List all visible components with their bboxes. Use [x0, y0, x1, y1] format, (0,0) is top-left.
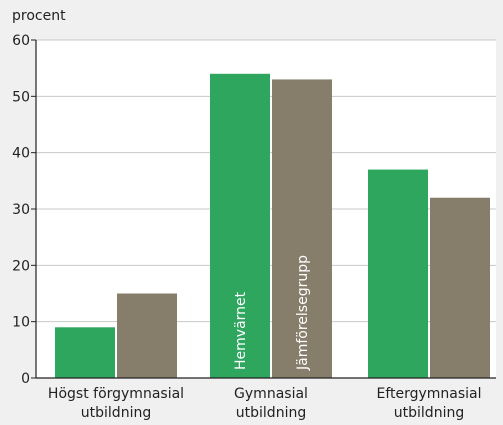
y-tick-label: 40 — [12, 146, 30, 162]
x-category-label: utbildning — [236, 405, 306, 421]
bar-jamforelsegrupp — [430, 197, 490, 378]
bar-hemvarnet — [55, 327, 115, 378]
x-category-label: utbildning — [81, 405, 151, 421]
y-tick-label: 60 — [12, 33, 30, 49]
x-category-label: Högst förgymnasial — [48, 386, 184, 402]
y-tick-label: 30 — [12, 202, 30, 218]
y-tick-label: 50 — [12, 89, 30, 105]
y-tick-label: 0 — [21, 371, 30, 387]
y-axis-unit-label: procent — [12, 8, 66, 24]
x-category-label: Gymnasial — [234, 386, 308, 402]
bar-jamforelsegrupp — [272, 79, 332, 378]
bar-hemvarnet — [210, 73, 270, 379]
bar-hemvarnet — [368, 169, 428, 378]
x-category-label: utbildning — [394, 405, 464, 421]
x-category-label: Eftergymnasial — [376, 386, 481, 402]
series-label: Jämförelsegrupp — [295, 255, 311, 371]
y-tick-label: 10 — [12, 315, 30, 331]
bar-jamforelsegrupp — [117, 293, 177, 378]
y-tick-label: 20 — [12, 258, 30, 274]
series-label: Hemvärnet — [233, 291, 249, 370]
